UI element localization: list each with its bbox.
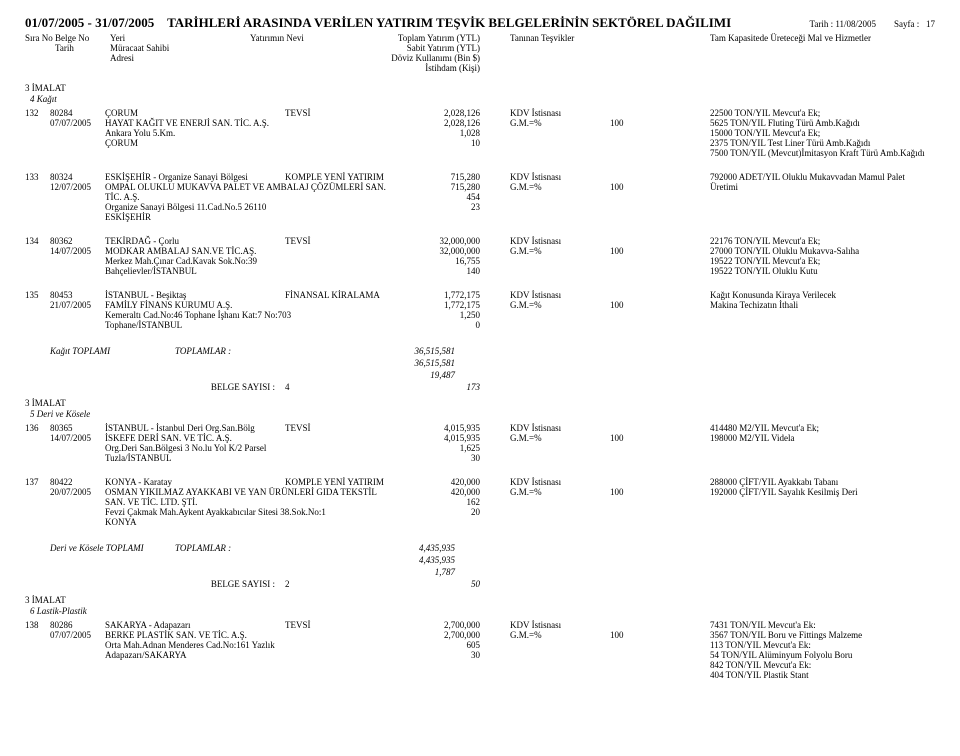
cell-numbers: 420,000420,00016220 bbox=[395, 477, 480, 527]
cell-ratio: 100 bbox=[600, 423, 680, 463]
cell-products: 414480 M2/YIL Mevcut'a Ek;198000 M2/YIL … bbox=[680, 423, 935, 463]
totals-row: 4,435,935 bbox=[25, 555, 935, 565]
totals-row: Deri ve Kösele TOPLAMITOPLAMLAR :4,435,9… bbox=[25, 543, 935, 553]
cell-tesvik: KDV İstisnasıG.M.=% bbox=[480, 477, 600, 527]
cell-products: 288000 ÇİFT/YIL Ayakkabı Tabanı192000 Çİ… bbox=[680, 477, 935, 527]
page-label: Sayfa : bbox=[894, 19, 919, 29]
column-headers: Sıra No Belge No Tarih Yeri Müracaat Sah… bbox=[25, 33, 935, 73]
cell-products: 792000 ADET/YIL Oluklu Mukavvadan Mamul … bbox=[680, 172, 935, 222]
cell-belge: 8028407/07/2005 bbox=[50, 108, 105, 158]
page-no: 17 bbox=[926, 19, 935, 29]
cell-ratio: 100 bbox=[600, 236, 680, 276]
record-row: 1378042220/07/2005KONYA - KaratayKOMPLE … bbox=[25, 477, 935, 527]
cell-numbers: 715,280715,28045423 bbox=[395, 172, 480, 222]
cell-products: 7431 TON/YIL Mevcut'a Ek:3567 TON/YIL Bo… bbox=[680, 620, 935, 680]
cell-belge: 8045321/07/2005 bbox=[50, 290, 105, 330]
cell-ratio: 100 bbox=[600, 172, 680, 222]
record-row: 1388028607/07/2005SAKARYA - AdapazarıTEV… bbox=[25, 620, 935, 680]
record-row: 1358045321/07/2005İSTANBUL - BeşiktaşFİN… bbox=[25, 290, 935, 330]
cell-tesvik: KDV İstisnasıG.M.=% bbox=[480, 108, 600, 158]
date-to: 31/07/2005 bbox=[95, 15, 154, 30]
col-toplam: Toplam Yatırım (YTL) bbox=[390, 33, 480, 43]
col-sira: Sıra No bbox=[25, 33, 55, 73]
cell-belge: 8042220/07/2005 bbox=[50, 477, 105, 527]
cell-sira: 133 bbox=[25, 172, 50, 222]
cell-sira: 137 bbox=[25, 477, 50, 527]
cell-numbers: 2,028,1262,028,1261,02810 bbox=[395, 108, 480, 158]
cell-main: İSTANBUL - İstanbul Deri Org.San.BölgTEV… bbox=[105, 423, 395, 463]
cell-numbers: 1,772,1751,772,1751,2500 bbox=[395, 290, 480, 330]
print-date: 11/08/2005 bbox=[835, 19, 876, 29]
subsector-heading: 5 Deri ve Kösele bbox=[30, 409, 935, 419]
dash: - bbox=[87, 15, 95, 30]
cell-tesvik: KDV İstisnasıG.M.=% bbox=[480, 290, 600, 330]
cell-products: Kağıt Konusunda Kiraya VerilecekMakina T… bbox=[680, 290, 935, 330]
totals-row: 36,515,581 bbox=[25, 358, 935, 368]
subsector-heading: 4 Kağıt bbox=[30, 94, 935, 104]
cell-belge: 8036514/07/2005 bbox=[50, 423, 105, 463]
cell-sira: 135 bbox=[25, 290, 50, 330]
cell-tesvik: KDV İstisnasıG.M.=% bbox=[480, 236, 600, 276]
cell-belge: 8028607/07/2005 bbox=[50, 620, 105, 680]
totals-row: 1,787 bbox=[25, 567, 935, 577]
cell-belge: 8036214/07/2005 bbox=[50, 236, 105, 276]
col-istihdam: İstihdam (Kişi) bbox=[390, 63, 480, 73]
belge-sayisi-row: BELGE SAYISI :250 bbox=[25, 579, 935, 589]
record-row: 1328028407/07/2005ÇORUMTEVSİHAYAT KAĞIT … bbox=[25, 108, 935, 158]
cell-main: TEKİRDAĞ - ÇorluTEVSİMODKAR AMBALAJ SAN.… bbox=[105, 236, 395, 276]
col-adresi: Adresi bbox=[110, 53, 250, 63]
print-date-label: Tarih : bbox=[809, 19, 833, 29]
totals-row: 19,487 bbox=[25, 370, 935, 380]
record-row: 1368036514/07/2005İSTANBUL - İstanbul De… bbox=[25, 423, 935, 463]
cell-products: 22176 TON/YIL Mevcut'a Ek;27000 TON/YIL … bbox=[680, 236, 935, 276]
title-rest: TARİHLERİ ARASINDA VERİLEN YATIRIM TEŞVİ… bbox=[167, 15, 731, 30]
record-row: 1348036214/07/2005TEKİRDAĞ - ÇorluTEVSİM… bbox=[25, 236, 935, 276]
col-belge: Belge No bbox=[55, 33, 110, 43]
belge-sayisi-row: BELGE SAYISI :4173 bbox=[25, 382, 935, 392]
date-from: 01/07/2005 bbox=[25, 15, 84, 30]
col-tarih: Tarih bbox=[55, 43, 110, 53]
record-row: 1338032412/07/2005ESKİŞEHİR - Organize S… bbox=[25, 172, 935, 222]
cell-tesvik: KDV İstisnasıG.M.=% bbox=[480, 423, 600, 463]
col-muracaat: Müracaat Sahibi bbox=[110, 43, 250, 53]
cell-sira: 134 bbox=[25, 236, 50, 276]
col-doviz: Döviz Kullanımı (Bin $) bbox=[390, 53, 480, 63]
cell-tesvik: KDV İstisnasıG.M.=% bbox=[480, 620, 600, 680]
cell-ratio: 100 bbox=[600, 477, 680, 527]
col-tam: Tam Kapasitede Üreteceği Mal ve Hizmetle… bbox=[600, 33, 935, 73]
cell-main: İSTANBUL - BeşiktaşFİNANSAL KİRALAMAFAMİ… bbox=[105, 290, 395, 330]
cell-belge: 8032412/07/2005 bbox=[50, 172, 105, 222]
cell-products: 22500 TON/YIL Mevcut'a Ek;5625 TON/YIL F… bbox=[680, 108, 935, 158]
sector-heading: 3 İMALAT bbox=[25, 595, 935, 605]
cell-sira: 132 bbox=[25, 108, 50, 158]
cell-numbers: 4,015,9354,015,9351,62530 bbox=[395, 423, 480, 463]
cell-ratio: 100 bbox=[600, 290, 680, 330]
subsector-heading: 6 Lastik-Plastik bbox=[30, 606, 935, 616]
col-sabit: Sabit Yatırım (YTL) bbox=[390, 43, 480, 53]
cell-main: KONYA - KaratayKOMPLE YENİ YATIRIMOSMAN … bbox=[105, 477, 395, 527]
cell-ratio: 100 bbox=[600, 108, 680, 158]
cell-sira: 138 bbox=[25, 620, 50, 680]
sector-heading: 3 İMALAT bbox=[25, 398, 935, 408]
cell-sira: 136 bbox=[25, 423, 50, 463]
cell-numbers: 32,000,00032,000,00016,755140 bbox=[395, 236, 480, 276]
col-tesvik: Tanınan Teşvikler bbox=[480, 33, 600, 73]
cell-main: ÇORUMTEVSİHAYAT KAĞIT VE ENERJİ SAN. TİC… bbox=[105, 108, 395, 158]
cell-main: ESKİŞEHİR - Organize Sanayi BölgesiKOMPL… bbox=[105, 172, 395, 222]
cell-ratio: 100 bbox=[600, 620, 680, 680]
col-yeri: Yeri bbox=[110, 33, 250, 43]
cell-numbers: 2,700,0002,700,00060530 bbox=[395, 620, 480, 680]
sector-heading: 3 İMALAT bbox=[25, 83, 935, 93]
cell-main: SAKARYA - AdapazarıTEVSİBERKE PLASTİK SA… bbox=[105, 620, 395, 680]
col-nevi: Yatırımın Nevi bbox=[250, 33, 390, 73]
cell-tesvik: KDV İstisnasıG.M.=% bbox=[480, 172, 600, 222]
totals-row: Kağıt TOPLAMITOPLAMLAR :36,515,581 bbox=[25, 346, 935, 356]
